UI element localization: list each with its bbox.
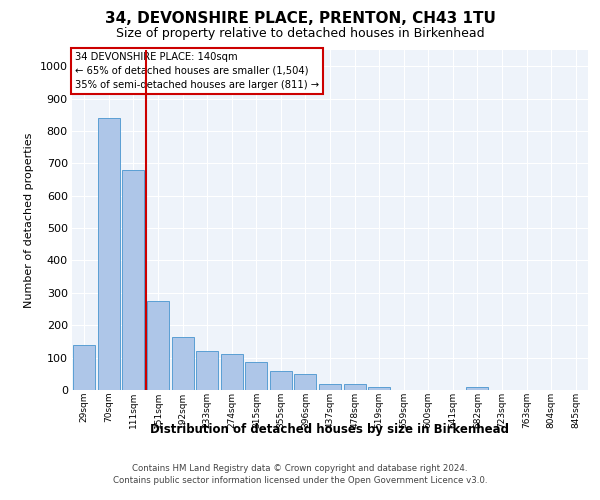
Text: Contains HM Land Registry data © Crown copyright and database right 2024.: Contains HM Land Registry data © Crown c… — [132, 464, 468, 473]
Bar — [73, 344, 95, 390]
Bar — [122, 170, 145, 390]
Bar — [270, 370, 292, 390]
Text: 34 DEVONSHIRE PLACE: 140sqm
← 65% of detached houses are smaller (1,504)
35% of : 34 DEVONSHIRE PLACE: 140sqm ← 65% of det… — [74, 52, 319, 90]
Text: Contains public sector information licensed under the Open Government Licence v3: Contains public sector information licen… — [113, 476, 487, 485]
Y-axis label: Number of detached properties: Number of detached properties — [24, 132, 34, 308]
Bar — [147, 301, 169, 390]
Text: 34, DEVONSHIRE PLACE, PRENTON, CH43 1TU: 34, DEVONSHIRE PLACE, PRENTON, CH43 1TU — [104, 11, 496, 26]
Bar — [319, 384, 341, 390]
Bar — [344, 384, 365, 390]
Bar — [295, 374, 316, 390]
Bar — [368, 387, 390, 390]
Bar — [221, 354, 243, 390]
Text: Size of property relative to detached houses in Birkenhead: Size of property relative to detached ho… — [116, 28, 484, 40]
Bar — [196, 351, 218, 390]
Bar — [172, 336, 194, 390]
Bar — [98, 118, 120, 390]
Text: Distribution of detached houses by size in Birkenhead: Distribution of detached houses by size … — [151, 422, 509, 436]
Bar — [245, 362, 268, 390]
Bar — [466, 387, 488, 390]
